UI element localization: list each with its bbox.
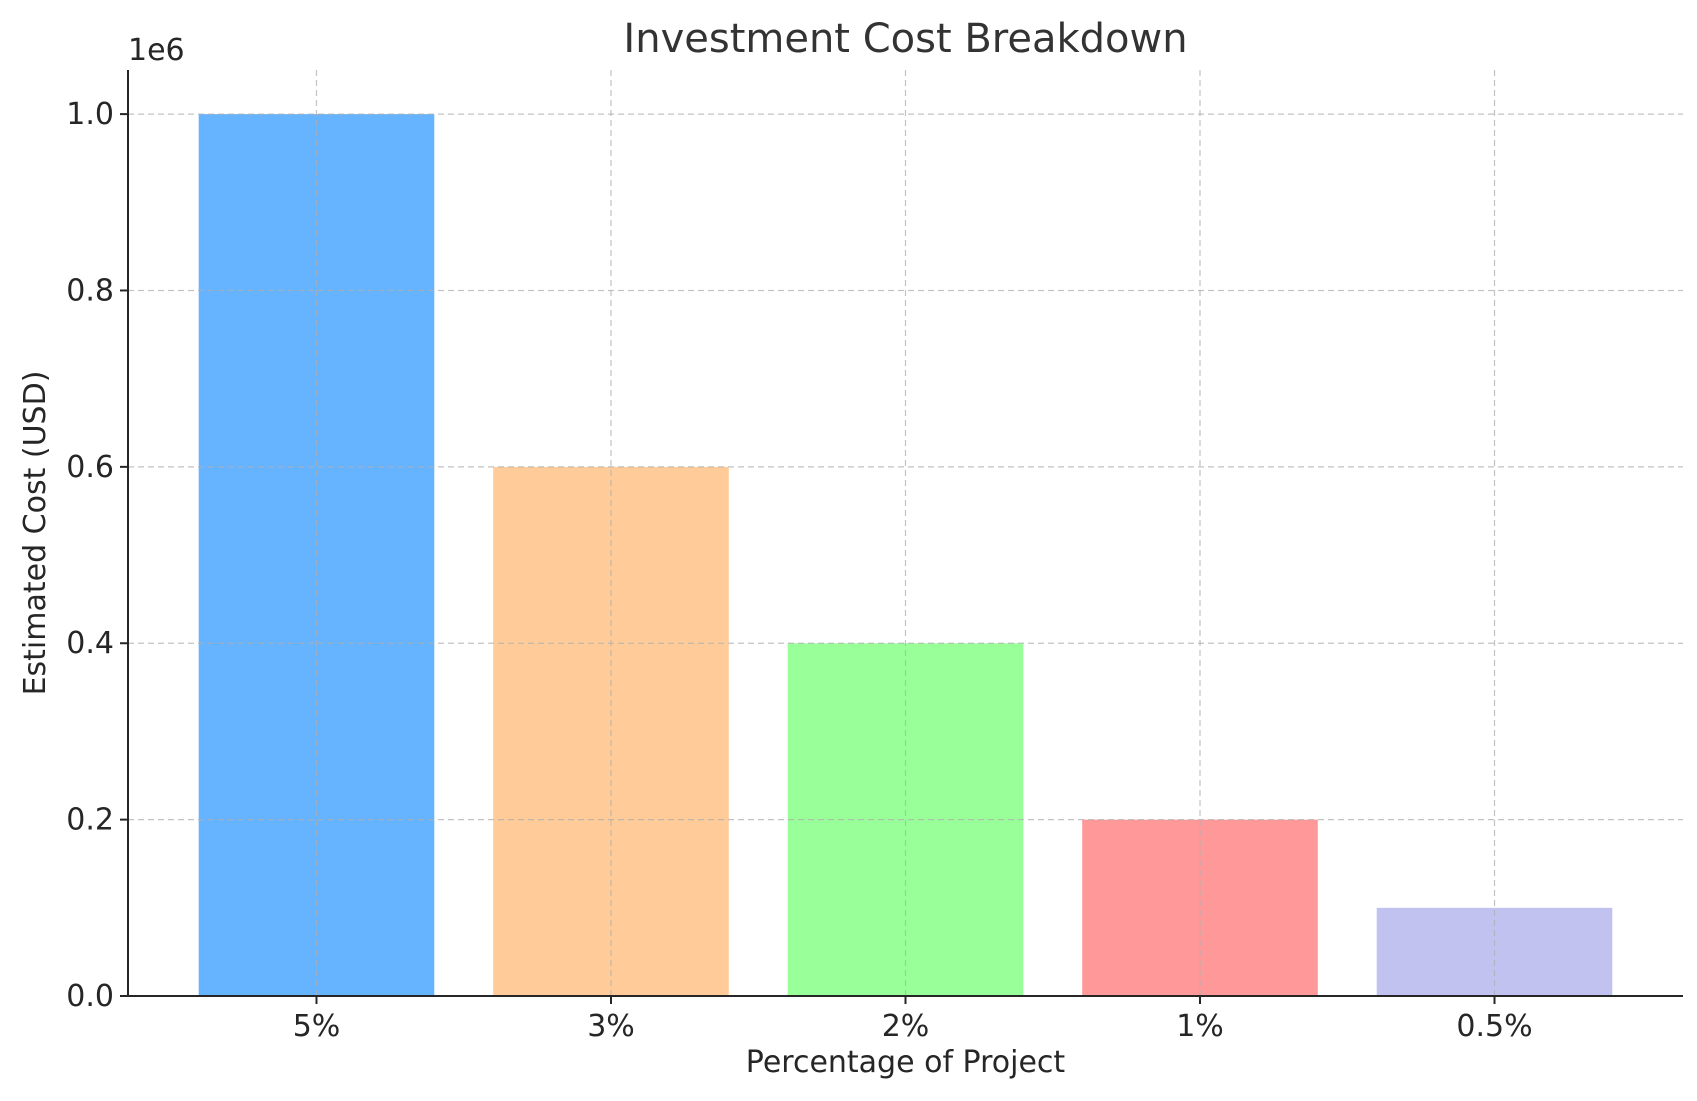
x-tick-label: 3% [587, 1009, 635, 1044]
bar-1% [1082, 819, 1318, 996]
x-tick-label: 0.5% [1456, 1009, 1532, 1044]
y-tick-label: 0.0 [66, 979, 114, 1014]
y-axis-label: Estimated Cost (USD) [18, 371, 53, 696]
y-tick-label: 0.6 [66, 450, 114, 485]
grid [128, 70, 1683, 996]
x-tick-label: 2% [882, 1009, 930, 1044]
y-tick-label: 1.0 [66, 97, 114, 132]
y-axis-offset-label: 1e6 [128, 33, 185, 68]
y-tick-label: 0.8 [66, 273, 114, 308]
x-tick-label: 1% [1176, 1009, 1224, 1044]
labels: Investment Cost Breakdown Percentage of … [18, 16, 1533, 1080]
y-tick-label: 0.2 [66, 803, 114, 838]
x-tick-label: 5% [293, 1009, 341, 1044]
x-axis-label: Percentage of Project [746, 1045, 1066, 1080]
axes [120, 70, 1683, 1004]
chart-title: Investment Cost Breakdown [623, 16, 1187, 62]
y-tick-label: 0.4 [66, 626, 114, 661]
